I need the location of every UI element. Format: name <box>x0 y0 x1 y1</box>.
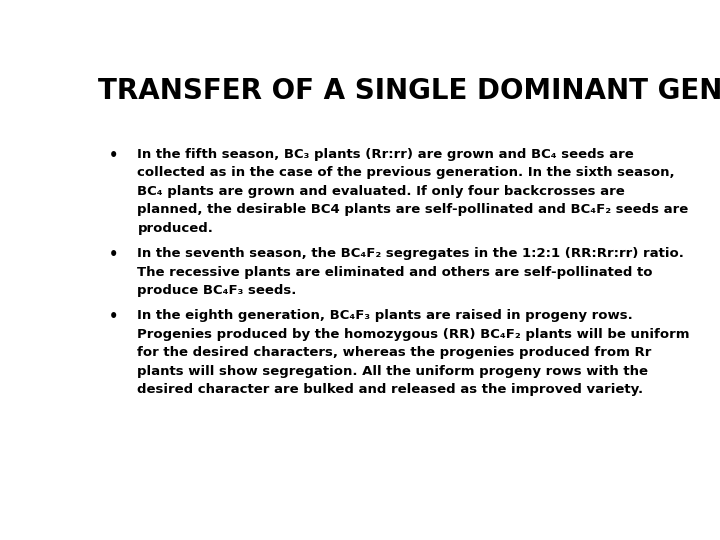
Text: •: • <box>109 309 118 325</box>
Text: Progenies produced by the homozygous (RR) BC₄F₂ plants will be uniform: Progenies produced by the homozygous (RR… <box>138 328 690 341</box>
Text: The recessive plants are eliminated and others are self-pollinated to: The recessive plants are eliminated and … <box>138 266 653 279</box>
Text: planned, the desirable BC4 plants are self-pollinated and BC₄F₂ seeds are: planned, the desirable BC4 plants are se… <box>138 204 689 217</box>
Text: In the fifth season, BC₃ plants (Rr:rr) are grown and BC₄ seeds are: In the fifth season, BC₃ plants (Rr:rr) … <box>138 148 634 161</box>
Text: produced.: produced. <box>138 222 213 235</box>
Text: collected as in the case of the previous generation. In the sixth season,: collected as in the case of the previous… <box>138 166 675 179</box>
Text: desired character are bulked and released as the improved variety.: desired character are bulked and release… <box>138 383 644 396</box>
Text: •: • <box>109 148 118 163</box>
Text: plants will show segregation. All the uniform progeny rows with the: plants will show segregation. All the un… <box>138 365 649 378</box>
Text: •: • <box>109 247 118 262</box>
Text: produce BC₄F₃ seeds.: produce BC₄F₃ seeds. <box>138 284 297 297</box>
Text: In the seventh season, the BC₄F₂ segregates in the 1:2:1 (RR:Rr:rr) ratio.: In the seventh season, the BC₄F₂ segrega… <box>138 247 684 260</box>
Text: In the eighth generation, BC₄F₃ plants are raised in progeny rows.: In the eighth generation, BC₄F₃ plants a… <box>138 309 633 322</box>
Text: BC₄ plants are grown and evaluated. If only four backcrosses are: BC₄ plants are grown and evaluated. If o… <box>138 185 625 198</box>
Text: for the desired characters, whereas the progenies produced from Rr: for the desired characters, whereas the … <box>138 346 652 359</box>
Text: TRANSFER OF A SINGLE DOMINANT GENE: TRANSFER OF A SINGLE DOMINANT GENE <box>98 77 720 105</box>
